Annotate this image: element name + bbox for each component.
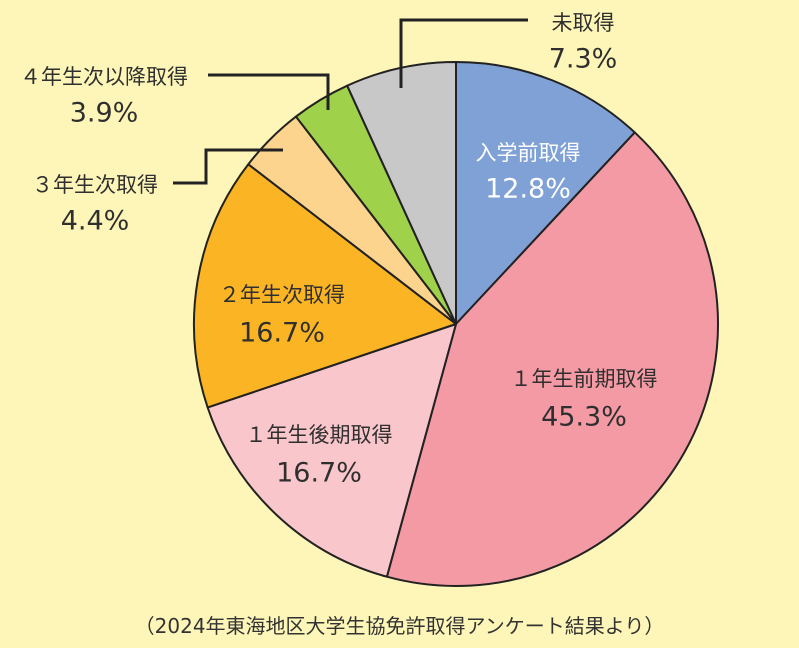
slice-label-name-1: 入学前取得 bbox=[476, 141, 581, 165]
source-note: （2024年東海地区大学生協免許取得アンケート結果より） bbox=[134, 614, 665, 638]
slice-label-name-2: １年生前期取得 bbox=[511, 367, 658, 391]
leader-line-6 bbox=[208, 73, 330, 110]
leader-lines bbox=[173, 18, 528, 185]
slice-label-value-4: 16.7% bbox=[239, 318, 325, 349]
pie-slices bbox=[193, 61, 719, 587]
slice-label-name-7: 未取得 bbox=[552, 11, 615, 35]
slice-label-value-5: 4.4% bbox=[61, 206, 130, 237]
slice-label-name-4: ２年生次取得 bbox=[219, 283, 345, 307]
pie-slice-1 bbox=[455, 61, 636, 325]
slice-label-name-3: １年生後期取得 bbox=[246, 423, 393, 447]
slice-label-value-3: 16.7% bbox=[276, 458, 362, 489]
slice-label-name-6: ４年生次以降取得 bbox=[20, 65, 188, 89]
slice-label-value-2: 45.3% bbox=[541, 402, 627, 433]
slice-label-value-7: 7.3% bbox=[549, 44, 618, 75]
slice-label-value-1: 12.8% bbox=[485, 174, 571, 205]
leader-line-7 bbox=[399, 18, 528, 88]
pie-slice-2 bbox=[385, 131, 719, 587]
slice-labels: 入学前取得 12.8% １年生前期取得 45.3% １年生後期取得 16.7% ２年生次取得… bbox=[20, 11, 658, 489]
slice-label-name-5: ３年生次取得 bbox=[32, 173, 158, 197]
leader-line-5 bbox=[173, 148, 283, 185]
pie-slice-4 bbox=[193, 163, 457, 409]
slice-label-value-6: 3.9% bbox=[70, 98, 139, 129]
